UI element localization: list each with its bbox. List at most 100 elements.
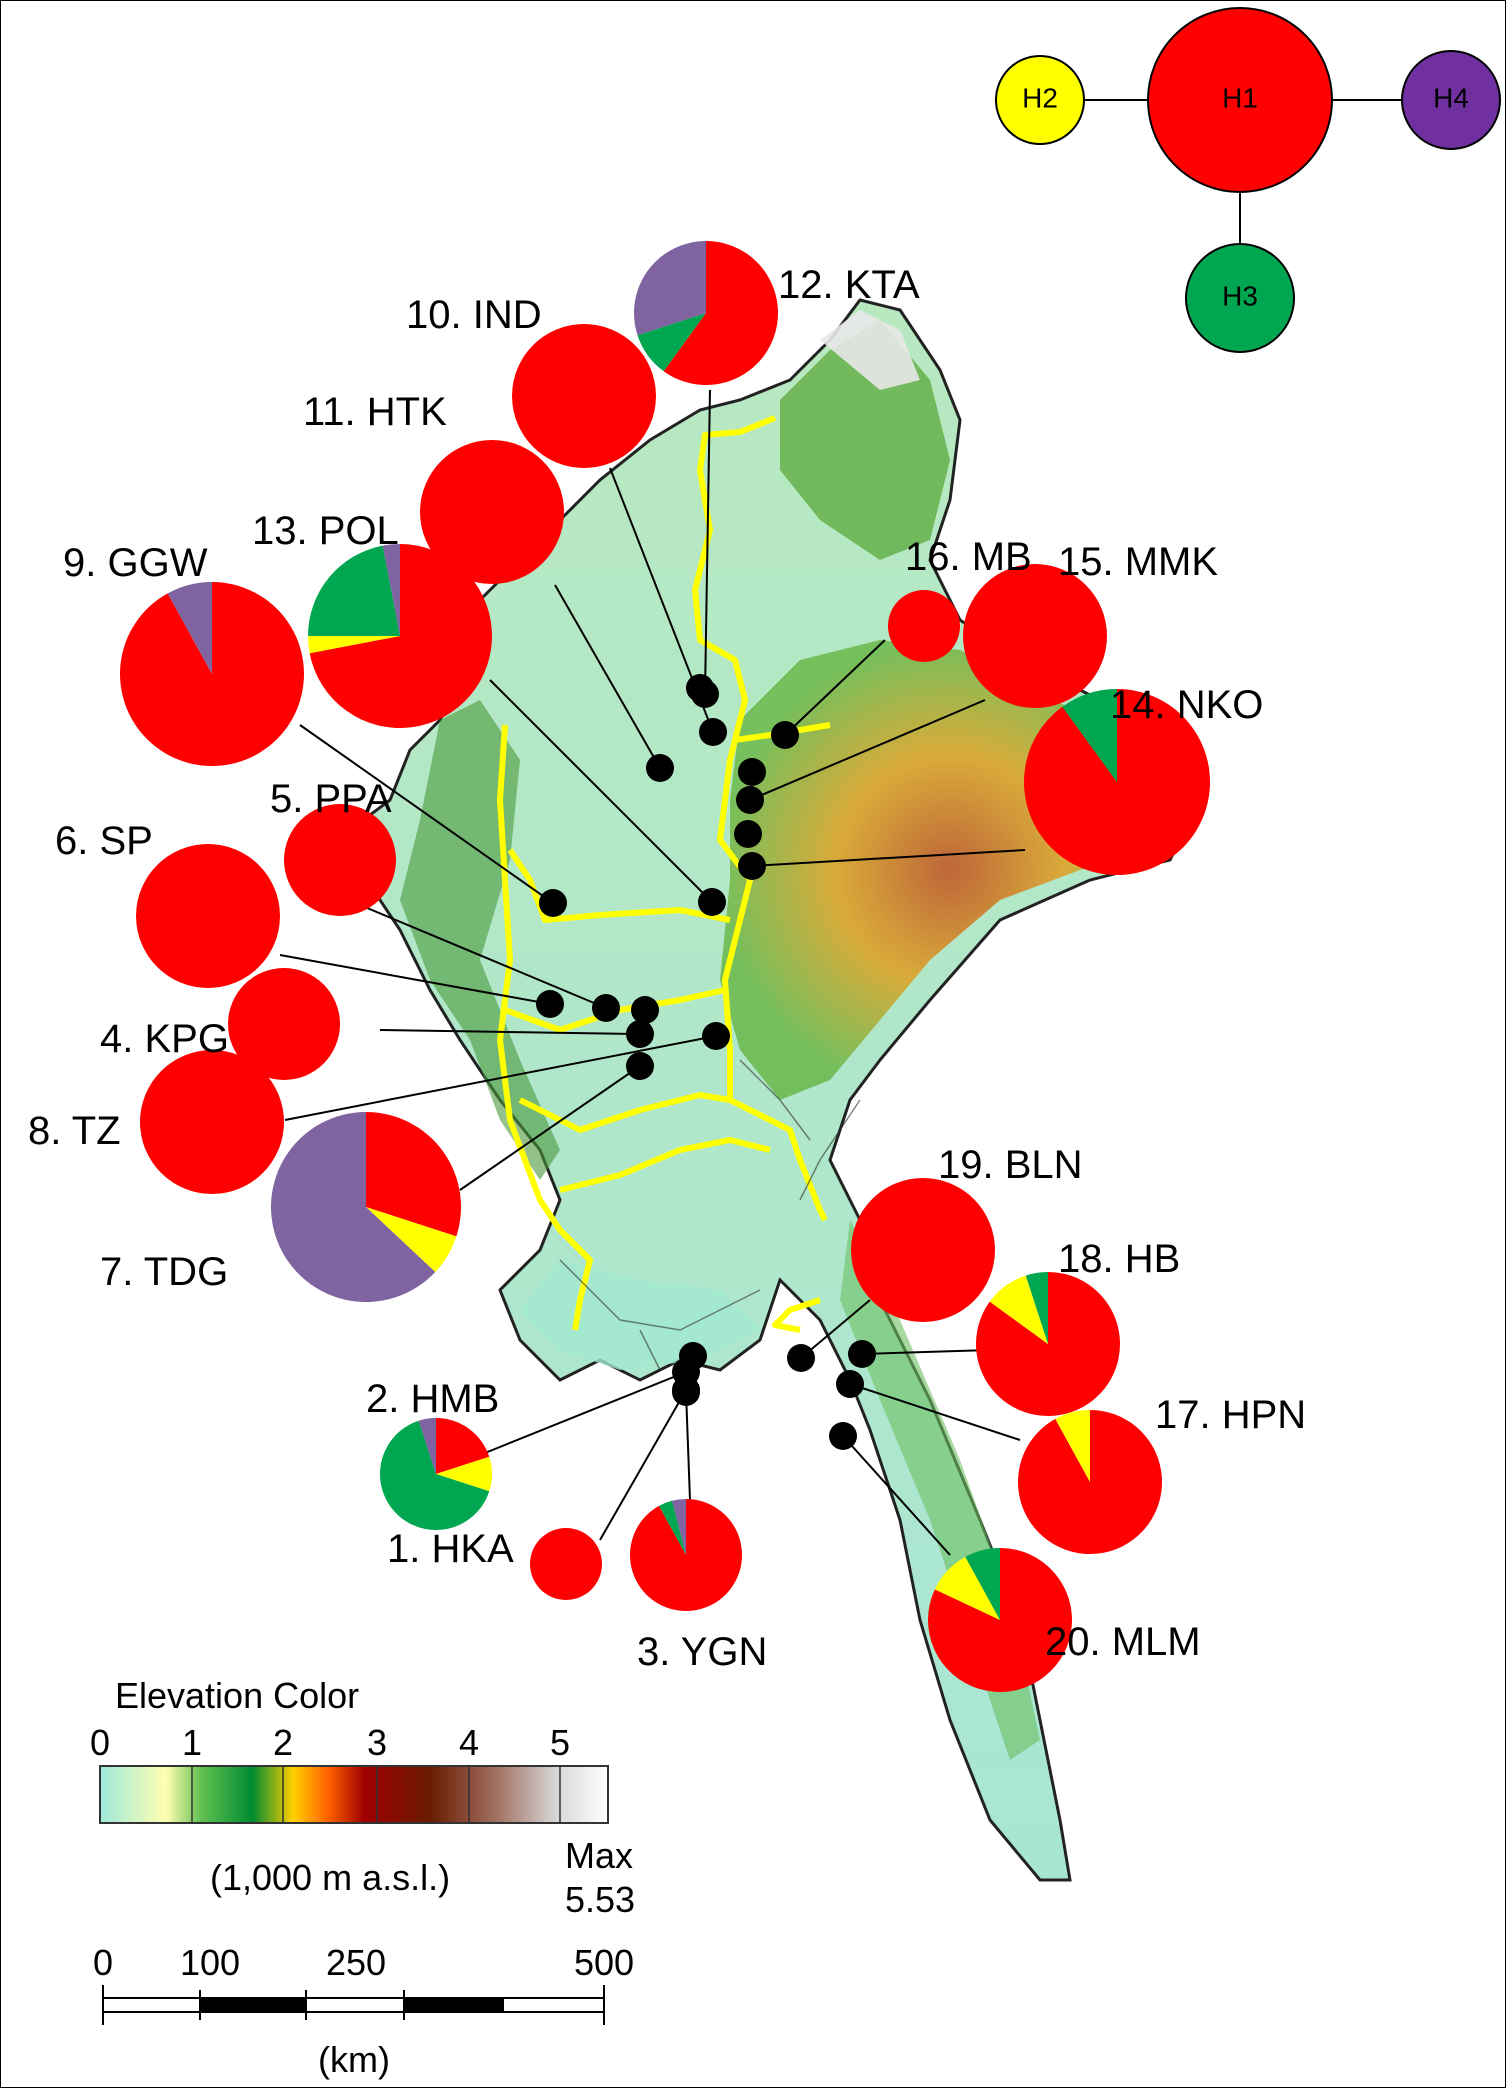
site-9-pie: [119, 582, 304, 767]
site-16-leader-line: [784, 639, 886, 736]
site-15-label: 15. MMK: [1058, 540, 1218, 584]
site-17-leader-line: [849, 1383, 1021, 1441]
site-10-leader-line: [609, 467, 714, 733]
legend-tick-label: 2: [273, 1722, 293, 1763]
site-20-pie: [928, 1548, 1072, 1692]
elevation-colorbar: [99, 1765, 609, 1824]
site-3-slice-h3: [659, 1500, 686, 1555]
site-16-pie: [888, 590, 960, 662]
site-16-slice-h1: [888, 590, 960, 662]
legend-tick-label: 4: [459, 1722, 479, 1763]
site-18-slice-h2: [989, 1275, 1048, 1344]
scale-bar-segment: [200, 1998, 306, 2012]
site-5-slice-h1: [284, 804, 396, 916]
site-1-label: 1. HKA: [387, 1527, 514, 1571]
legend-ticks: 0 1 2 3 4 5: [90, 1722, 570, 1823]
site-1-pie: [530, 1528, 602, 1600]
legend-unit: (1,000 m a.s.l.): [210, 1857, 450, 1898]
haplotype-label-h2: H2: [1022, 82, 1058, 113]
site-5-pie: [284, 804, 396, 916]
site-2-slice-h4: [418, 1418, 436, 1474]
site-8-pie: [140, 1050, 284, 1194]
site-labels: 1. HKA 2. HMB 3. YGN 4. KPG 5. PPA 6. SP 7. TD…: [28, 263, 1306, 1674]
site-2-slice-h3: [380, 1420, 490, 1530]
site-8-slice-h1: [140, 1050, 284, 1194]
site-10-slice-h1: [512, 324, 656, 468]
scale-bar-frame: [102, 1997, 605, 2013]
site-20-slice-h3: [965, 1548, 1000, 1620]
site-12-slice-h1: [663, 241, 779, 386]
legend-tick-label: 0: [90, 1722, 110, 1763]
site-marker-extra: [679, 1342, 707, 1370]
site-2-leader-line: [479, 1371, 687, 1456]
pie-charts: [119, 241, 1210, 1692]
site-20-leader-line: [842, 1435, 951, 1556]
legend-title: Elevation Color: [115, 1675, 359, 1716]
site-10-pie: [512, 324, 656, 468]
site-3-pie: [630, 1499, 743, 1611]
site-4-pie: [228, 968, 340, 1080]
site-10-label: 10. IND: [406, 293, 542, 337]
site-2-slice-h1: [436, 1418, 490, 1474]
site-9-label: 9. GGW: [63, 541, 208, 585]
scale-bar-tick-label: 250: [326, 1942, 386, 1983]
legend-tick-label: 3: [367, 1722, 387, 1763]
district-boundaries: [559, 1059, 861, 1371]
haplotype-label-h4: H4: [1433, 82, 1469, 113]
site-9-slice-h4: [167, 582, 212, 674]
site-12-slice-h3: [637, 313, 706, 372]
site-19-slice-h1: [851, 1178, 995, 1322]
site-marker-extra: [738, 758, 766, 786]
site-9-leader-line: [299, 724, 554, 904]
site-1-slice-h1: [530, 1528, 602, 1600]
site-14-slice-h3: [1062, 688, 1117, 782]
site-7-pie: [270, 1112, 461, 1302]
scale-bar-tick-label: 500: [574, 1942, 634, 1983]
haplotype-label-h1: H1: [1222, 82, 1258, 113]
site-13-slice-h3: [308, 545, 400, 636]
site-14-leader-line: [751, 849, 1026, 867]
site-marker-extra: [631, 996, 659, 1024]
scale-bar-ticks: 0 100 250 500: [93, 1942, 634, 1983]
site-4-leader-line: [379, 1029, 641, 1035]
site-20-label: 20. MLM: [1045, 1620, 1201, 1664]
legend-max-value: 5.53: [565, 1879, 635, 1920]
region-boundaries: [497, 415, 831, 1333]
site-8-label: 8. TZ: [28, 1109, 121, 1153]
site-18-slice-h3: [1025, 1272, 1048, 1344]
scale-bar-tick-label: 100: [180, 1942, 240, 1983]
site-18-slice-h1: [976, 1272, 1121, 1416]
site-12-leader-line: [704, 389, 711, 695]
site-15-pie: [963, 564, 1107, 708]
site-16-label: 16. MB: [905, 535, 1032, 579]
site-9-slice-h1: [119, 582, 304, 767]
site-5-label: 5. PPA: [270, 777, 392, 821]
scale-bar-segment: [404, 1998, 504, 2012]
site-13-slice-h4: [382, 544, 400, 636]
site-marker-extra: [734, 820, 762, 848]
site-17-slice-h2: [1055, 1410, 1090, 1482]
site-3-label: 3. YGN: [637, 1630, 767, 1674]
site-13-pie: [308, 544, 492, 728]
site-3-leader-line: [685, 1391, 691, 1501]
site-12-label: 12. KTA: [778, 263, 920, 307]
site-7-slice-h4: [270, 1112, 436, 1302]
site-7-slice-h1: [366, 1112, 461, 1237]
site-2-slice-h2: [436, 1456, 492, 1492]
haplotype-node-h1: [1147, 7, 1333, 193]
site-18-leader-line: [861, 1349, 991, 1355]
site-4-slice-h1: [228, 968, 340, 1080]
site-1-leader-line: [599, 1389, 687, 1541]
site-15-leader-line: [749, 699, 986, 801]
site-19-label: 19. BLN: [938, 1143, 1083, 1187]
site-6-label: 6. SP: [55, 819, 153, 863]
site-6-slice-h1: [136, 844, 280, 988]
site-14-label: 14. NKO: [1110, 683, 1263, 727]
site-11-pie: [420, 440, 564, 584]
haplotype-node-h4: [1401, 50, 1501, 150]
site-12-slice-h4: [634, 241, 706, 336]
site-3-slice-h4: [672, 1499, 686, 1555]
site-13-leader-line: [489, 679, 713, 903]
site-17-pie: [1017, 1410, 1162, 1555]
